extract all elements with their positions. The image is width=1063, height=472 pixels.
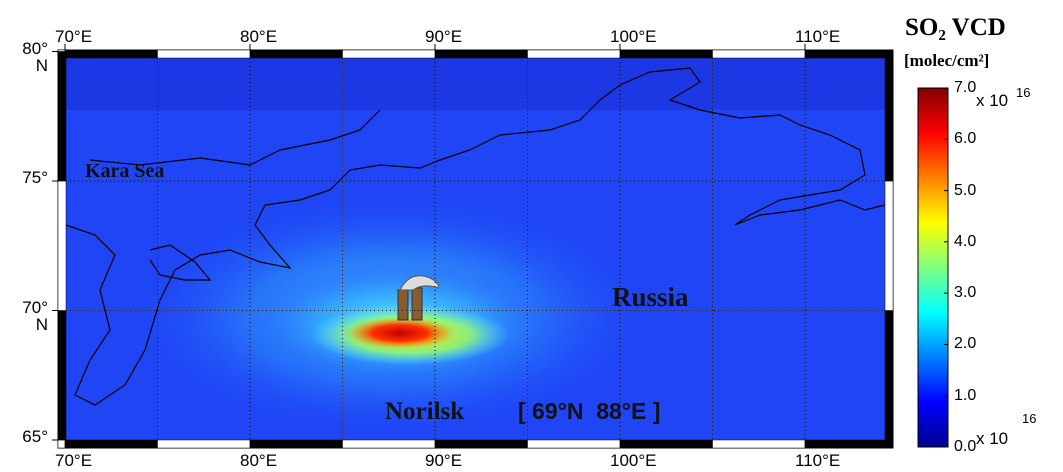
frame-band — [805, 50, 893, 58]
multiplier: x 10 — [976, 430, 1008, 447]
frame-band — [58, 181, 66, 311]
lat-tick-label: 75° — [14, 169, 48, 186]
frame-band — [528, 440, 621, 448]
frame-band — [528, 50, 621, 58]
page: SO₂ VCD [molec/cm²] Kara Sea Russia Nori… — [0, 0, 1063, 472]
place-label: Kara Sea — [85, 160, 164, 183]
colorbar-tick-label: 7.0 — [954, 79, 976, 96]
frame-band — [713, 50, 806, 58]
colorbar-tick-label: 2.0 — [954, 335, 976, 352]
frame-band — [343, 50, 436, 58]
frame-band — [805, 440, 893, 448]
map-shade — [58, 50, 893, 110]
frame-band — [58, 52, 66, 182]
units: [molec/cm²] — [904, 52, 989, 69]
frame-band — [250, 50, 343, 58]
frame-band — [435, 440, 528, 448]
frame-band — [343, 440, 436, 448]
lat-tick-label: 80° N — [14, 40, 48, 74]
colorbar-tick-label: 3.0 — [954, 284, 976, 301]
lon-tick-label: 90°E — [425, 452, 462, 469]
place-label: Norilsk — [385, 398, 464, 426]
colorbar-tick-label: 4.0 — [954, 233, 976, 250]
frame-band — [620, 440, 713, 448]
lon-tick-label: 80°E — [240, 28, 277, 45]
lon-tick-label: 100°E — [610, 28, 657, 45]
lon-tick-label: 70°E — [55, 28, 92, 45]
frame-band — [65, 50, 158, 58]
frame-band — [65, 440, 158, 448]
lat-tick-label: 65° — [14, 428, 48, 445]
place-label: Russia — [612, 282, 689, 313]
frame-band — [713, 440, 806, 448]
frame-band — [885, 181, 893, 311]
colorbar-tick-label: 5.0 — [954, 182, 976, 199]
frame-band — [435, 50, 528, 58]
place-label: [ 69°N 88°E ] — [518, 398, 660, 425]
multiplier: x 10 — [976, 92, 1008, 109]
frame-band — [250, 440, 343, 448]
lon-tick-label: 110°E — [795, 28, 840, 45]
title: SO₂ VCD — [905, 14, 1006, 42]
multiplier-exponent: 16 — [1022, 410, 1036, 427]
colorbar-tick-label: 6.0 — [954, 130, 976, 147]
plume-core — [345, 317, 455, 349]
frame-band — [58, 311, 66, 441]
frame-band — [620, 50, 713, 58]
lon-tick-label: 110°E — [795, 452, 840, 469]
colorbar-tick-label: 1.0 — [954, 387, 976, 404]
lon-tick-label: 80°E — [240, 452, 277, 469]
frame-band — [158, 440, 251, 448]
lon-tick-label: 70°E — [55, 452, 92, 469]
lon-tick-label: 100°E — [610, 452, 657, 469]
frame-band — [885, 52, 893, 182]
lon-tick-label: 90°E — [425, 28, 462, 45]
colorbar — [918, 88, 948, 447]
multiplier-exponent: 16 — [1016, 84, 1030, 101]
frame-band — [158, 50, 251, 58]
frame-band — [58, 440, 65, 448]
lat-tick-label: 70° N — [14, 299, 48, 333]
colorbar-tick-label: 0.0 — [954, 438, 976, 455]
frame-band — [885, 311, 893, 441]
